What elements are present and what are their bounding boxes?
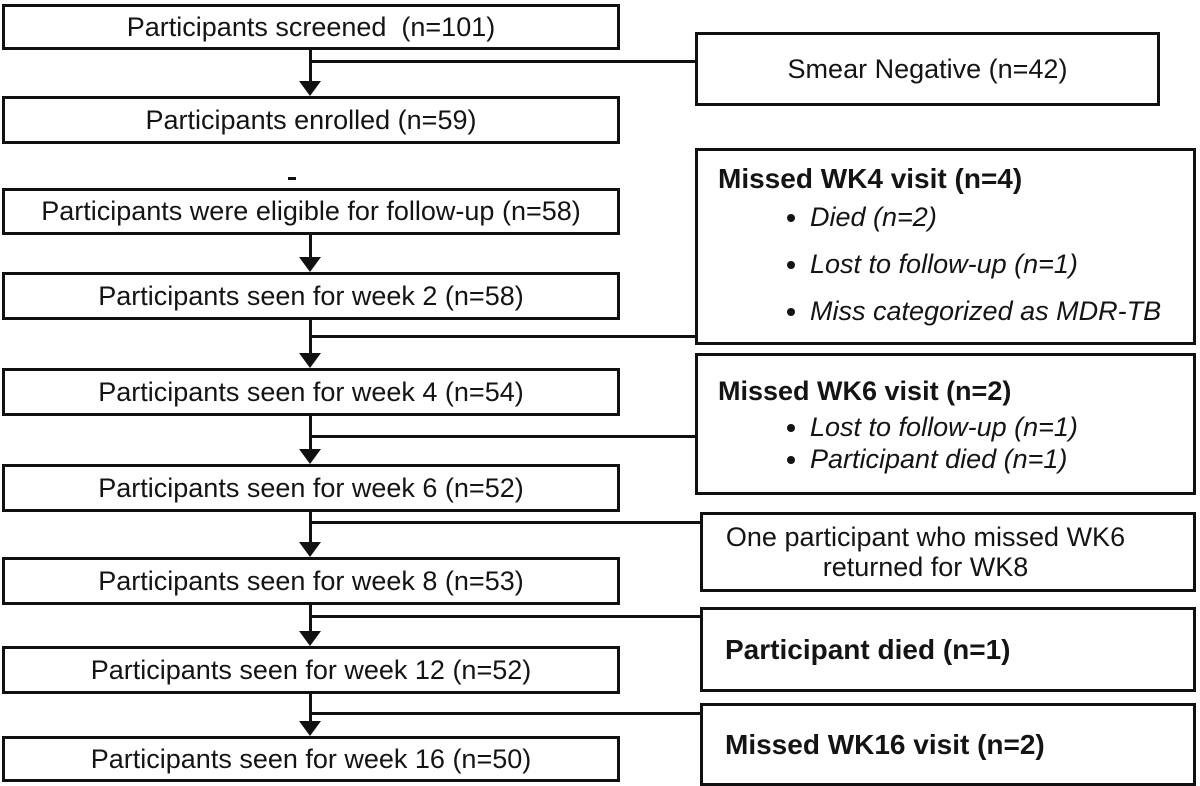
connector-week12-week16 <box>309 694 312 722</box>
down-arrowhead-icon <box>299 81 321 96</box>
connector-week8-week12 <box>309 605 312 632</box>
down-arrowhead-icon <box>299 449 321 464</box>
side-box-missed-wk16-label: Missed WK16 visit (n=2) <box>725 728 1045 760</box>
side-box-participant-died-label: Participant died (n=1) <box>725 633 1011 665</box>
returned-wk8-line2: returned for WK8 <box>822 552 1029 582</box>
flow-box-week8-label: Participants seen for week 8 (n=53) <box>98 565 524 596</box>
branch-to-missed-wk16 <box>309 712 700 715</box>
flow-box-enrolled: Participants enrolled (n=59) <box>2 96 620 144</box>
branch-to-missed-wk6 <box>309 435 695 438</box>
connector-screened-enrolled <box>309 50 312 84</box>
side-box-missed-wk6: Missed WK6 visit (n=2) Lost to follow-up… <box>695 353 1196 495</box>
flow-box-eligible-label: Participants were eligible for follow-up… <box>41 196 581 226</box>
flow-box-week2: Participants seen for week 2 (n=58) <box>2 272 620 320</box>
down-arrowhead-icon <box>299 542 321 557</box>
flow-box-screened-label: Participants screened (n=101) <box>126 11 496 42</box>
bullet-item: Miss categorized as MDR-TB <box>810 297 1185 326</box>
side-box-participant-died: Participant died (n=1) <box>700 607 1196 692</box>
flow-box-week6: Participants seen for week 6 (n=52) <box>2 464 620 512</box>
side-box-smear-negative: Smear Negative (n=42) <box>695 32 1160 106</box>
flow-box-enrolled-label: Participants enrolled (n=59) <box>145 104 477 135</box>
down-arrowhead-icon <box>299 721 321 736</box>
bullet-item: Lost to follow-up (n=1) <box>810 250 1185 279</box>
down-arrowhead-icon <box>299 631 321 646</box>
flow-box-week6-label: Participants seen for week 6 (n=52) <box>98 472 524 503</box>
flow-box-week16-label: Participants seen for week 16 (n=50) <box>90 743 532 774</box>
side-box-missed-wk16: Missed WK16 visit (n=2) <box>700 703 1196 786</box>
branch-to-participant-died <box>309 615 700 618</box>
side-box-smear-negative-label: Smear Negative (n=42) <box>787 53 1068 84</box>
flow-box-week12-label: Participants seen for week 12 (n=52) <box>90 654 532 685</box>
side-box-missed-wk4: Missed WK4 visit (n=4) Died (n=2) Lost t… <box>695 148 1196 345</box>
branch-to-missed-wk4 <box>309 335 695 338</box>
flow-box-week2-label: Participants seen for week 2 (n=58) <box>98 280 524 311</box>
missed-wk4-bullet-list: Died (n=2) Lost to follow-up (n=1) Miss … <box>718 203 1185 326</box>
artifact-tick <box>288 177 296 180</box>
side-box-missed-wk6-title: Missed WK6 visit (n=2) <box>718 376 1012 406</box>
flow-box-week16: Participants seen for week 16 (n=50) <box>2 736 620 782</box>
missed-wk6-bullet-list: Lost to follow-up (n=1) Participant died… <box>718 413 1185 474</box>
branch-to-returned-wk8 <box>309 521 700 524</box>
returned-wk8-line1: One participant who missed WK6 <box>725 522 1126 552</box>
flow-box-screened: Participants screened (n=101) <box>2 4 620 50</box>
branch-to-smear-negative <box>309 60 695 63</box>
connector-eligible-week2 <box>309 235 312 259</box>
bullet-item: Participant died (n=1) <box>810 445 1185 474</box>
connector-week6-week8 <box>309 512 312 543</box>
connector-week4-week6 <box>309 416 312 450</box>
down-arrowhead-icon <box>299 257 321 272</box>
side-box-returned-wk8: One participant who missed WK6 returned … <box>700 512 1196 592</box>
side-box-missed-wk4-title: Missed WK4 visit (n=4) <box>718 163 1023 194</box>
down-arrowhead-icon <box>299 353 321 368</box>
flow-box-eligible: Participants were eligible for follow-up… <box>2 188 620 235</box>
flow-box-week8: Participants seen for week 8 (n=53) <box>2 557 620 605</box>
bullet-item: Lost to follow-up (n=1) <box>810 413 1185 442</box>
flow-box-week4-label: Participants seen for week 4 (n=54) <box>98 376 524 407</box>
flow-box-week4: Participants seen for week 4 (n=54) <box>2 368 620 416</box>
flow-box-week12: Participants seen for week 12 (n=52) <box>2 646 620 694</box>
bullet-item: Died (n=2) <box>810 203 1185 232</box>
